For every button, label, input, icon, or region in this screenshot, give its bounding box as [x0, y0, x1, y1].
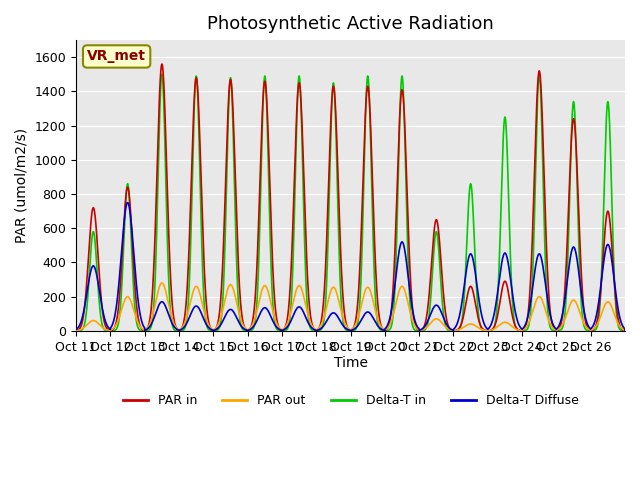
Legend: PAR in, PAR out, Delta-T in, Delta-T Diffuse: PAR in, PAR out, Delta-T in, Delta-T Dif…: [118, 389, 584, 412]
X-axis label: Time: Time: [333, 356, 367, 371]
Title: Photosynthetic Active Radiation: Photosynthetic Active Radiation: [207, 15, 494, 33]
Y-axis label: PAR (umol/m2/s): PAR (umol/m2/s): [15, 128, 29, 243]
Text: VR_met: VR_met: [87, 49, 146, 63]
